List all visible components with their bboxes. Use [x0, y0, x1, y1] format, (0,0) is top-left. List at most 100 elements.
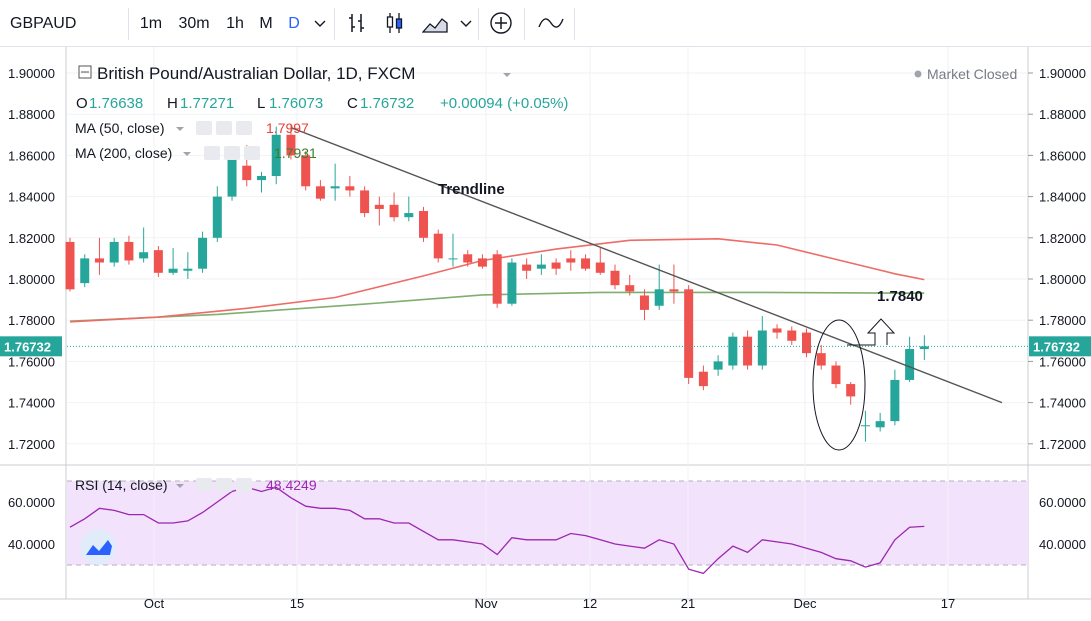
last-price-badge — [1029, 336, 1091, 357]
interval-1m-button[interactable]: 1m — [139, 15, 163, 32]
candle-body — [610, 270, 620, 286]
add-indicator-button[interactable] — [484, 0, 518, 47]
area-chart-icon — [421, 18, 448, 33]
gear-icon[interactable] — [224, 146, 240, 160]
price-tick-right: 1.86000 — [1039, 148, 1086, 163]
candle-body — [360, 190, 370, 214]
chart-style-dropdown-button[interactable] — [456, 0, 476, 47]
rsi-band — [67, 481, 1028, 565]
chevron-down-icon[interactable] — [176, 127, 184, 131]
toolbar-divider — [478, 8, 479, 40]
candle — [610, 264, 620, 290]
candle — [374, 196, 384, 226]
candle-body — [345, 186, 355, 191]
candle — [919, 335, 929, 360]
price-tick-left: 1.86000 — [8, 148, 55, 163]
candle-body — [536, 264, 546, 269]
interval-dropdown-button[interactable] — [308, 0, 332, 47]
candle — [94, 237, 104, 275]
candle-body — [831, 365, 841, 385]
candle-body — [654, 289, 664, 306]
candle-body — [139, 252, 149, 259]
candle — [198, 231, 208, 273]
candle-body — [256, 176, 266, 181]
close-icon[interactable] — [236, 121, 252, 135]
wave-icon — [538, 18, 564, 28]
candle — [551, 258, 561, 275]
candle-body — [94, 258, 104, 263]
price-tick-right: 1.90000 — [1039, 66, 1086, 81]
chevron-down-icon[interactable] — [176, 484, 184, 488]
price-tick-left: 1.78000 — [8, 313, 55, 328]
plus-circle-icon — [490, 12, 512, 34]
candle — [625, 274, 635, 296]
candle-body — [728, 336, 738, 366]
close-icon[interactable] — [244, 146, 260, 160]
candle-body — [846, 384, 856, 397]
candle — [846, 382, 856, 405]
collapse-legend-icon[interactable] — [78, 65, 92, 79]
price-tick-left: 1.80000 — [8, 272, 55, 287]
candle-body — [522, 264, 532, 271]
price-tick-right: 1.76000 — [1039, 354, 1086, 369]
price-tick-left: 1.76000 — [8, 354, 55, 369]
candles-icon — [386, 13, 403, 33]
eye-icon[interactable] — [196, 478, 212, 492]
ma50-label: MA (50, close) — [75, 120, 164, 136]
axis-labels-layer: 1.90000 1.90000 1.88000 1.88000 1.86000 1.860… — [0, 66, 1091, 611]
candle — [183, 252, 193, 279]
candle-style-button[interactable] — [380, 0, 410, 47]
symbol-search-button[interactable]: GBPAUD — [6, 0, 88, 47]
rsi-value: 48.4249 — [266, 477, 317, 493]
candle — [728, 332, 738, 370]
eye-icon[interactable] — [196, 121, 212, 135]
chart-legend: British Pound/Australian Dollar, 1D, FXC… — [75, 64, 1017, 493]
time-tick: Oct — [144, 596, 165, 611]
bar-style-button[interactable] — [342, 0, 372, 47]
candle-body — [183, 268, 193, 271]
interval-day-button[interactable]: D — [288, 15, 300, 32]
candle-body — [374, 204, 384, 209]
candle — [684, 285, 694, 385]
candle-body — [463, 254, 473, 263]
gear-icon[interactable] — [216, 121, 232, 135]
arrow-up-icon — [847, 318, 896, 346]
rsi-tick-left: 40.0000 — [8, 537, 55, 552]
rsi-label: RSI (14, close) — [75, 477, 168, 493]
ohlc-values: O1.76638 H 1.77271 L 1.76073 C 1.76732 +0.0… — [76, 95, 568, 112]
chevron-down-icon — [314, 20, 326, 27]
candle-body — [698, 371, 708, 387]
candle-body — [787, 330, 797, 341]
candle — [80, 254, 90, 288]
candle-body — [242, 165, 252, 181]
candle — [639, 289, 649, 321]
gear-icon[interactable] — [216, 478, 232, 492]
chart-title: British Pound/Australian Dollar, 1D, FXC… — [97, 64, 415, 83]
chevron-down-icon[interactable] — [503, 73, 511, 77]
candle — [139, 227, 149, 263]
trendline — [290, 126, 1003, 404]
eye-icon[interactable] — [204, 146, 220, 160]
price-tick-left: 1.84000 — [8, 190, 55, 205]
candle-body — [109, 241, 119, 263]
candle — [831, 361, 841, 389]
area-style-button[interactable] — [418, 0, 452, 47]
candle — [890, 369, 900, 426]
compare-button[interactable] — [532, 0, 570, 47]
chevron-down-icon[interactable] — [183, 152, 191, 156]
moving-average-layer — [69, 237, 925, 323]
candle — [698, 365, 708, 391]
interval-month-button[interactable]: M — [259, 15, 273, 32]
close-icon[interactable] — [236, 478, 252, 492]
price-tick-left: 1.88000 — [8, 107, 55, 122]
price-tick-left: 1.90000 — [8, 66, 55, 81]
target-label: 1.7840 — [877, 288, 923, 305]
chart-canvas[interactable]: 1.90000 1.90000 1.88000 1.88000 1.86000 1.860… — [0, 47, 1091, 621]
price-tick-right: 1.84000 — [1039, 190, 1086, 205]
candle-body — [315, 186, 325, 199]
price-tick-left: 1.82000 — [8, 231, 55, 246]
interval-1h-button[interactable]: 1h — [226, 15, 244, 32]
interval-30m-button[interactable]: 30m — [178, 15, 210, 32]
candle — [301, 151, 311, 191]
candle-body — [419, 211, 429, 238]
